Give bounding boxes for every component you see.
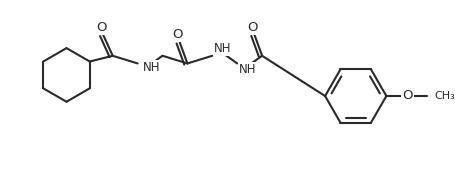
Text: O: O bbox=[401, 89, 412, 103]
Text: NH: NH bbox=[238, 63, 256, 76]
Text: CH₃: CH₃ bbox=[433, 91, 454, 101]
Text: NH: NH bbox=[214, 42, 231, 55]
Text: NH: NH bbox=[142, 61, 160, 74]
Text: O: O bbox=[247, 21, 257, 34]
Text: O: O bbox=[172, 28, 183, 41]
Text: O: O bbox=[96, 21, 106, 34]
